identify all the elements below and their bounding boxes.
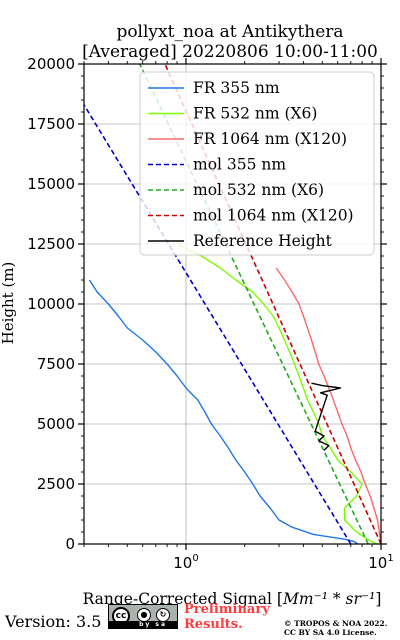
cc-strip-by: by bbox=[139, 621, 152, 628]
x-axis-label-prefix: Range-Corrected Signal [ bbox=[82, 590, 283, 608]
x-axis-label-units: Mm⁻¹ * sr⁻¹ bbox=[282, 590, 376, 608]
by-attribution-icon: ● bbox=[137, 608, 151, 622]
legend-label-0: FR 355 nm bbox=[193, 79, 280, 97]
y-tick-label-1: 2500 bbox=[37, 475, 75, 493]
legend-label-1: FR 532 nm (X6) bbox=[193, 105, 317, 123]
series-line-2 bbox=[275, 267, 381, 544]
preliminary-line-2: Results. bbox=[184, 617, 243, 632]
y-tick-label-7: 17500 bbox=[27, 115, 75, 133]
copyright-line-1: © TROPOS & NOA 2022. bbox=[284, 619, 388, 628]
y-tick-label-6: 15000 bbox=[27, 175, 75, 193]
cc-license-badge: cc ● ↻ by sa bbox=[108, 604, 178, 629]
cc-strip: by sa bbox=[109, 621, 177, 628]
preliminary-results-note: Preliminary Results. bbox=[184, 602, 270, 632]
version-label: Version: 3.5 bbox=[5, 612, 102, 631]
series-line-3 bbox=[84, 104, 352, 544]
cc-strip-sa: sa bbox=[155, 621, 167, 628]
series-line-6 bbox=[311, 382, 342, 451]
share-alike-icon: ↻ bbox=[156, 608, 170, 622]
legend-label-4: mol 532 nm (X6) bbox=[193, 181, 324, 199]
legend: FR 355 nm FR 532 nm (X6) FR 1064 nm (X120)… bbox=[139, 71, 375, 256]
y-tick-label-2: 5000 bbox=[37, 415, 75, 433]
x-axis-label: Range-Corrected Signal [Mm⁻¹ * sr⁻¹] bbox=[83, 590, 382, 608]
legend-label-5: mol 1064 nm (X120) bbox=[193, 207, 354, 225]
preliminary-line-1: Preliminary bbox=[184, 602, 270, 617]
x-axis-label-suffix: ] bbox=[375, 590, 382, 608]
y-tick-label-3: 7500 bbox=[37, 355, 75, 373]
copyright-note: © TROPOS & NOA 2022. CC BY SA 4.0 Licens… bbox=[284, 619, 387, 637]
legend-label-2: FR 1064 nm (X120) bbox=[193, 130, 347, 148]
x-tick-label-0: 100 bbox=[173, 553, 198, 572]
series-line-0 bbox=[88, 279, 359, 544]
legend-label-6: Reference Height bbox=[193, 232, 333, 250]
y-tick-label-0: 0 bbox=[65, 535, 75, 553]
copyright-line-2: CC BY SA 4.0 License. bbox=[284, 628, 377, 637]
y-tick-label-8: 20000 bbox=[27, 55, 75, 73]
legend-box bbox=[139, 71, 375, 256]
y-tick-label-5: 12500 bbox=[27, 235, 75, 253]
chart-title-line-1: pollyxt_noa at Antikythera bbox=[116, 22, 344, 42]
chart-title-line-2: [Averaged] 20220806 10:00-11:00 bbox=[82, 42, 378, 62]
y-axis-label: Height (m) bbox=[0, 261, 17, 345]
x-tick-label-1: 101 bbox=[368, 553, 393, 572]
y-tick-label-4: 10000 bbox=[27, 295, 75, 313]
legend-label-3: mol 355 nm bbox=[193, 156, 286, 174]
